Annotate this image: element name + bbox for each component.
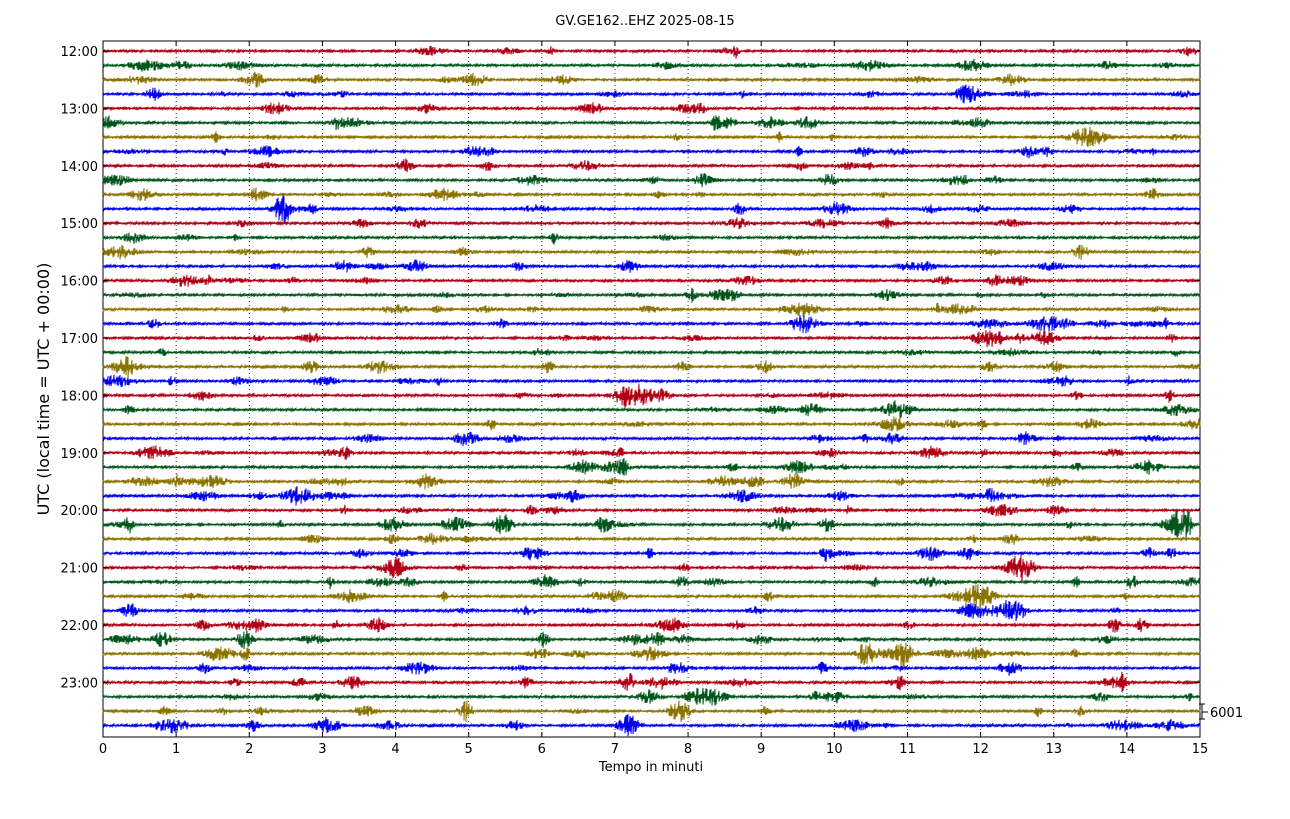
x-tick-label: 1 bbox=[172, 742, 180, 757]
scale-value: 6001 bbox=[1210, 706, 1243, 721]
trace-row-20 bbox=[102, 330, 1201, 348]
trace-row-32 bbox=[102, 504, 1201, 517]
y-tick-label: 19:00 bbox=[61, 447, 98, 462]
x-tick-label: 11 bbox=[899, 742, 916, 757]
trace-row-12 bbox=[102, 217, 1201, 230]
x-axis-label: Tempo in minuti bbox=[598, 760, 703, 775]
chart-title: GV.GE162..EHZ 2025-08-15 bbox=[555, 14, 734, 29]
trace-row-5 bbox=[102, 115, 1201, 131]
trace-row-1 bbox=[102, 58, 1201, 72]
trace-row-26 bbox=[102, 416, 1201, 432]
trace-row-11 bbox=[102, 194, 1201, 224]
x-tick-label: 2 bbox=[245, 742, 253, 757]
x-tick-label: 0 bbox=[99, 742, 107, 757]
x-tick-label: 10 bbox=[826, 742, 843, 757]
x-tick-label: 7 bbox=[611, 742, 619, 757]
x-tick-label: 9 bbox=[757, 742, 765, 757]
trace-row-13 bbox=[102, 232, 1201, 245]
grid-lines bbox=[175, 41, 1128, 737]
trace-row-17 bbox=[102, 287, 1201, 303]
x-tick-label: 6 bbox=[538, 742, 546, 757]
y-tick-label: 13:00 bbox=[61, 102, 98, 117]
trace-row-22 bbox=[102, 356, 1201, 378]
y-tick-label: 16:00 bbox=[61, 275, 98, 290]
trace-row-0 bbox=[102, 45, 1201, 59]
trace-row-23 bbox=[102, 374, 1201, 387]
trace-row-34 bbox=[102, 532, 1201, 546]
trace-row-41 bbox=[102, 630, 1201, 650]
trace-row-19 bbox=[102, 315, 1201, 334]
y-tick-label: 23:00 bbox=[61, 676, 98, 691]
trace-row-2 bbox=[102, 71, 1201, 88]
trace-row-33 bbox=[102, 509, 1201, 541]
y-tick-label: 21:00 bbox=[61, 562, 98, 577]
trace-row-29 bbox=[102, 457, 1201, 476]
y-axis-label: UTC (local time = UTC + 00:00) bbox=[34, 263, 53, 516]
trace-row-45 bbox=[102, 687, 1201, 706]
y-tick-label: 12:00 bbox=[61, 45, 98, 60]
x-tick-label: 3 bbox=[318, 742, 326, 757]
trace-row-25 bbox=[102, 400, 1201, 419]
x-tick-label: 13 bbox=[1045, 742, 1062, 757]
trace-row-7 bbox=[102, 145, 1201, 159]
trace-row-44 bbox=[102, 672, 1201, 693]
trace-row-40 bbox=[102, 617, 1201, 633]
trace-row-10 bbox=[102, 187, 1201, 202]
trace-row-28 bbox=[102, 445, 1201, 461]
trace-row-15 bbox=[102, 259, 1201, 274]
trace-row-37 bbox=[102, 574, 1201, 590]
trace-row-42 bbox=[102, 642, 1201, 668]
x-tick-label: 12 bbox=[972, 742, 989, 757]
trace-row-8 bbox=[102, 158, 1201, 173]
trace-row-9 bbox=[102, 173, 1201, 188]
trace-row-16 bbox=[102, 274, 1201, 288]
x-tick-label: 5 bbox=[465, 742, 473, 757]
y-tick-label: 17:00 bbox=[61, 332, 98, 347]
trace-row-47 bbox=[102, 713, 1201, 737]
trace-row-21 bbox=[102, 347, 1201, 357]
y-tick-label: 22:00 bbox=[61, 619, 98, 634]
trace-row-3 bbox=[102, 84, 1201, 104]
trace-row-4 bbox=[102, 102, 1201, 115]
trace-row-43 bbox=[102, 661, 1201, 676]
x-tick-label: 4 bbox=[391, 742, 399, 757]
x-tick-label: 14 bbox=[1119, 742, 1136, 757]
amplitude-scale-bar: 6001 bbox=[1199, 703, 1243, 721]
trace-row-35 bbox=[102, 546, 1201, 563]
trace-row-30 bbox=[102, 473, 1201, 490]
x-tick-label: 8 bbox=[684, 742, 692, 757]
trace-row-6 bbox=[102, 126, 1201, 148]
trace-row-38 bbox=[102, 583, 1201, 610]
seismic-traces bbox=[102, 45, 1201, 737]
trace-row-24 bbox=[102, 383, 1201, 409]
y-tick-label: 18:00 bbox=[61, 389, 98, 404]
y-tick-label: 15:00 bbox=[61, 217, 98, 232]
trace-row-31 bbox=[102, 486, 1201, 506]
trace-row-36 bbox=[102, 554, 1201, 581]
trace-row-18 bbox=[102, 302, 1201, 318]
trace-row-39 bbox=[102, 599, 1201, 622]
trace-row-14 bbox=[102, 244, 1201, 260]
trace-row-27 bbox=[102, 431, 1201, 447]
trace-row-46 bbox=[102, 700, 1201, 723]
x-tick-label: 15 bbox=[1192, 742, 1209, 757]
y-axis-ticks: 12:00 13:00 14:00 15:00 16:00 17:00 18:00 19:00… bbox=[61, 45, 1200, 691]
y-tick-label: 20:00 bbox=[61, 504, 98, 519]
y-tick-label: 14:00 bbox=[61, 160, 98, 175]
x-axis-ticks: 0 1 2 3 4 5 6 7 8 9 10 11 12 13 14 15 bbox=[99, 41, 1208, 757]
